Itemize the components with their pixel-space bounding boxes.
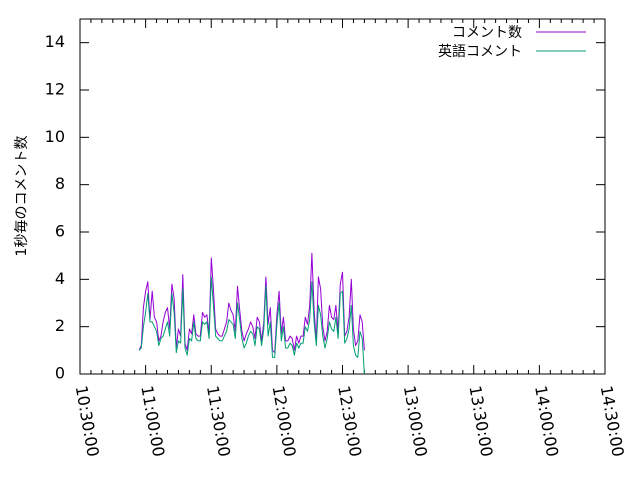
y-tick-label: 0 <box>55 364 65 383</box>
y-tick-label: 2 <box>55 316 65 335</box>
y-tick-label: 12 <box>45 80 65 99</box>
x-axis: 10:30:00 11:00:00 11:30:00 12:00:00 12:30:00… <box>72 19 628 458</box>
y-tick-label: 14 <box>45 32 65 51</box>
x-minor-ticks <box>90 19 595 374</box>
series-line-0 <box>138 252 365 354</box>
y-tick-label: 8 <box>55 174 65 193</box>
x-tick-label: 13:00:00 <box>400 384 431 458</box>
legend-label-english-comments: 英語コメント <box>438 43 522 60</box>
legend-label-comment-count: コメント数 <box>452 25 522 41</box>
x-tick-label: 12:00:00 <box>269 384 300 458</box>
y-tick-label: 10 <box>45 127 65 146</box>
x-tick-label: 14:00:00 <box>531 384 562 458</box>
x-tick-label: 10:30:00 <box>72 384 103 458</box>
y-tick-label: 6 <box>55 222 65 241</box>
series-line-1 <box>138 276 365 375</box>
x-tick-label: 12:30:00 <box>334 384 365 458</box>
y-axis: 0 2 4 6 8 10 12 14 <box>45 32 605 383</box>
x-tick-label: 11:00:00 <box>137 384 168 458</box>
plot-frame <box>79 18 606 375</box>
x-tick-label: 14:30:00 <box>597 384 628 458</box>
series-lines <box>138 252 365 375</box>
y-tick-label: 4 <box>55 269 65 288</box>
x-tick-label: 13:30:00 <box>465 384 496 458</box>
x-tick-label: 11:30:00 <box>203 384 234 458</box>
legend: コメント数 英語コメント <box>438 25 586 60</box>
y-axis-label: 1秒毎のコメント数 <box>14 136 30 257</box>
